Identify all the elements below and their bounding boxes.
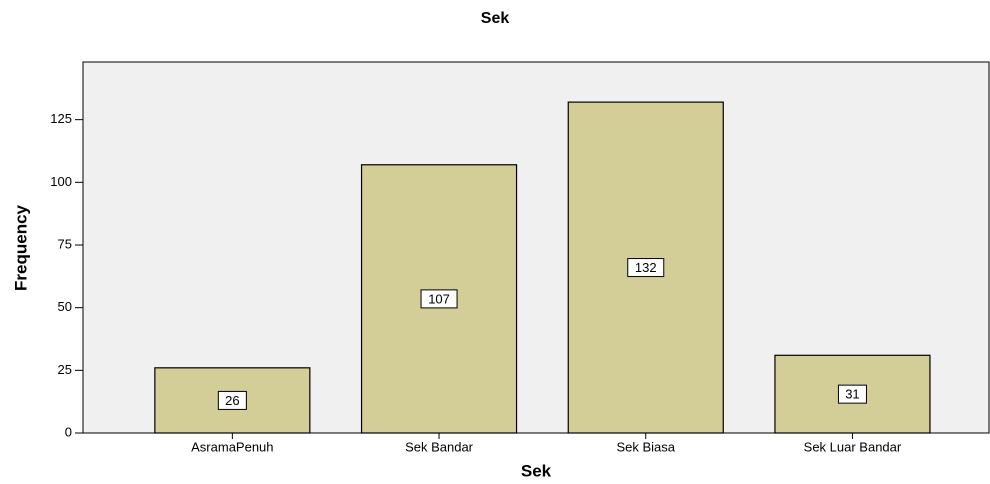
y-tick-label: 100 (50, 174, 72, 189)
x-tick-label: Sek Bandar (405, 439, 474, 454)
x-axis-label: Sek (521, 461, 552, 480)
y-tick-label: 25 (58, 362, 72, 377)
data-label-box (217, 390, 247, 410)
y-tick-label: 0 (65, 424, 72, 439)
data-label: 31 (845, 387, 859, 402)
data-label-box (420, 289, 458, 309)
data-label-box (837, 384, 867, 404)
x-tick-label: Sek Biasa (616, 439, 675, 454)
y-tick-label: 125 (50, 111, 72, 126)
data-label: 132 (635, 260, 657, 275)
chart-title: Sek (481, 10, 510, 27)
y-tick-label: 50 (58, 299, 72, 314)
y-tick-label: 75 (58, 236, 72, 251)
data-label: 107 (428, 291, 450, 306)
data-label: 26 (225, 393, 239, 408)
data-label-box (627, 258, 665, 278)
x-tick-label: AsramaPenuh (191, 439, 273, 454)
y-axis-label: Frequency (11, 204, 30, 291)
x-tick-label: Sek Luar Bandar (804, 439, 902, 454)
